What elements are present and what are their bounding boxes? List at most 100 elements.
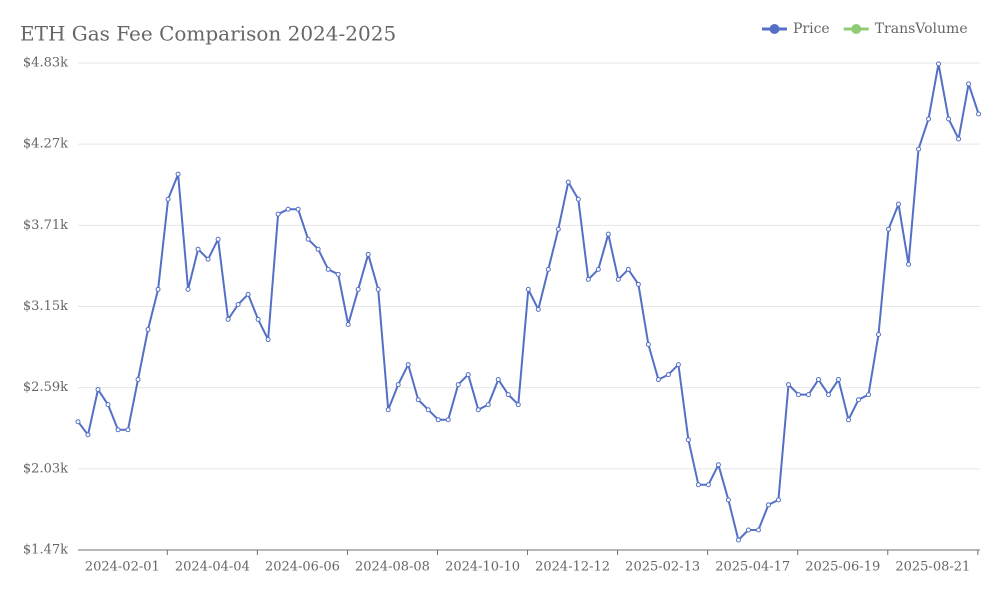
data-point (675, 362, 681, 368)
data-point (395, 382, 401, 388)
data-point (405, 362, 411, 368)
x-tick-label: 2024-02-01 (85, 560, 160, 575)
legend-item[interactable]: TransVolume (843, 21, 968, 37)
data-point (615, 276, 621, 282)
data-point (685, 437, 691, 443)
data-point (365, 251, 371, 257)
data-point (815, 377, 821, 383)
data-point (775, 497, 781, 503)
data-point (565, 179, 571, 185)
data-point (225, 316, 231, 322)
data-point (235, 301, 241, 307)
data-point (946, 116, 952, 122)
x-tick-label: 2024-10-10 (445, 560, 520, 575)
data-point (135, 377, 141, 383)
data-point (976, 111, 982, 117)
data-point (505, 392, 511, 398)
data-point (735, 537, 741, 543)
data-point (115, 427, 121, 433)
data-point (595, 266, 601, 272)
x-tick-label: 2025-08-21 (895, 560, 970, 575)
y-tick-label: $4.83k (23, 56, 68, 71)
data-point (335, 271, 341, 277)
legend-label: Price (793, 21, 830, 37)
data-point (85, 432, 91, 438)
data-point (555, 226, 561, 232)
legend-marker (851, 24, 862, 34)
y-tick-label: $2.03k (23, 461, 68, 476)
data-point (785, 382, 791, 388)
data-point (575, 196, 581, 202)
data-point (385, 407, 391, 413)
data-point (876, 331, 882, 337)
x-tick-label: 2024-06-06 (265, 560, 340, 575)
data-point (866, 392, 872, 398)
data-point (896, 201, 902, 207)
data-point (215, 236, 221, 242)
data-point (105, 402, 111, 408)
legend-item[interactable]: Price (762, 21, 830, 37)
data-point (275, 211, 281, 217)
data-point (545, 266, 551, 272)
data-point (755, 527, 761, 533)
legend-label: TransVolume (875, 21, 968, 37)
data-point (695, 482, 701, 488)
data-point (355, 286, 361, 292)
x-tick-label: 2024-08-08 (355, 560, 430, 575)
data-point (745, 527, 751, 533)
data-point (345, 321, 351, 327)
data-point (325, 266, 331, 272)
data-point (926, 116, 932, 122)
y-tick-label: $3.71k (23, 218, 68, 233)
data-point (715, 462, 721, 468)
x-tick-label: 2025-06-19 (805, 560, 880, 575)
data-point (295, 206, 301, 212)
data-point (585, 276, 591, 282)
data-point (165, 196, 171, 202)
data-point (485, 402, 491, 408)
data-point (655, 377, 661, 383)
data-point (795, 392, 801, 398)
data-point (635, 281, 641, 287)
y-tick-label: $3.15k (23, 299, 68, 314)
x-tick-label: 2025-04-17 (715, 560, 790, 575)
data-point (835, 377, 841, 383)
data-point (705, 482, 711, 488)
data-point (645, 341, 651, 347)
data-point (435, 417, 441, 423)
data-point (665, 372, 671, 378)
data-point (245, 291, 251, 297)
data-point (145, 327, 151, 333)
data-point (605, 231, 611, 237)
data-point (916, 146, 922, 152)
data-point (886, 226, 892, 232)
data-point (185, 286, 191, 292)
data-point (305, 236, 311, 242)
data-point (936, 61, 942, 67)
data-point (535, 306, 541, 312)
chart-title: ETH Gas Fee Comparison 2024-2025 (20, 22, 396, 46)
data-point (966, 81, 972, 87)
data-point (515, 402, 521, 408)
data-point (375, 286, 381, 292)
x-tick-label: 2025-02-13 (625, 560, 700, 575)
data-point (285, 206, 291, 212)
data-point (725, 497, 731, 503)
data-point (525, 286, 531, 292)
data-point (805, 392, 811, 398)
data-point (825, 392, 831, 398)
data-point (95, 387, 101, 393)
x-tick-label: 2024-04-04 (175, 560, 250, 575)
data-point (475, 407, 481, 413)
data-point (195, 246, 201, 252)
data-point (465, 372, 471, 378)
y-tick-label: $2.59k (23, 380, 68, 395)
data-point (455, 382, 461, 388)
data-point (625, 266, 631, 272)
data-point (255, 316, 261, 322)
data-point (855, 397, 861, 403)
data-point (765, 502, 771, 508)
data-point (845, 417, 851, 423)
data-point (205, 256, 211, 262)
